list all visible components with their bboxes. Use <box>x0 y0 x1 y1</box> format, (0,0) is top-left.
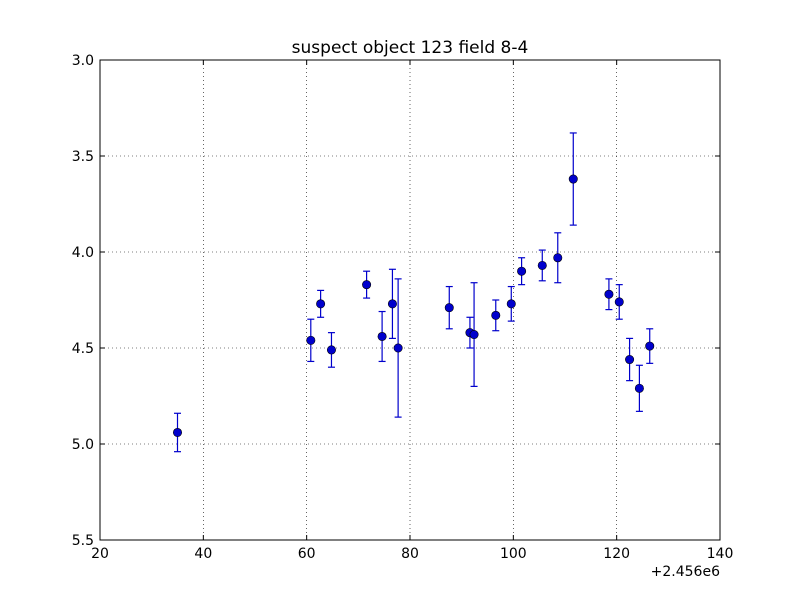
x-tick-label: 80 <box>401 546 419 562</box>
data-point <box>625 337 635 382</box>
data-marker <box>553 253 563 263</box>
data-point <box>393 278 403 418</box>
data-marker <box>316 299 326 309</box>
data-point <box>614 284 624 320</box>
data-point <box>517 257 527 286</box>
data-point <box>506 285 516 322</box>
data-marker <box>634 383 644 393</box>
data-point <box>491 299 501 332</box>
x-tick-labels: 20 40 60 80 100 120 140 <box>91 546 733 562</box>
data-point <box>645 328 655 364</box>
x-tick-label: 120 <box>603 546 630 562</box>
data-marker <box>604 289 614 299</box>
y-tick-label: 4.5 <box>72 341 94 357</box>
data-point <box>537 249 547 282</box>
data-point <box>553 232 563 284</box>
data-marker <box>491 310 501 320</box>
data-marker <box>393 343 403 353</box>
data-point <box>316 289 326 318</box>
data-point <box>469 282 479 387</box>
data-point <box>306 318 316 363</box>
x-tick-label: 40 <box>194 546 212 562</box>
chart-title: suspect object 123 field 8-4 <box>292 38 529 58</box>
data-marker <box>517 266 527 276</box>
data-marker <box>568 174 578 184</box>
y-tick-label: 5.0 <box>72 437 94 453</box>
data-marker <box>387 299 397 309</box>
x-tick-label: 20 <box>91 546 109 562</box>
data-marker <box>306 335 316 345</box>
data-point <box>362 270 372 299</box>
y-tick-label: 4.0 <box>72 245 94 261</box>
data-marker <box>362 280 372 290</box>
data-marker <box>326 345 336 355</box>
data-point <box>604 278 614 311</box>
y-tick-labels: 3.0 3.5 4.0 4.5 5.0 5.5 <box>72 53 94 549</box>
data-marker <box>645 341 655 351</box>
x-tick-label: 100 <box>500 546 527 562</box>
y-tick-label: 3.5 <box>72 149 94 165</box>
data-marker <box>444 303 454 313</box>
data-point <box>173 412 183 453</box>
data-marker <box>506 299 516 309</box>
x-axis-offset-label: +2.456e6 <box>651 564 720 580</box>
data-point <box>326 332 336 368</box>
plot-frame <box>99 59 721 541</box>
y-tick-label: 3.0 <box>72 53 94 69</box>
data-marker <box>614 297 624 307</box>
data-marker <box>173 427 183 437</box>
data-marker <box>377 331 387 341</box>
data-point <box>377 310 387 363</box>
data-marker <box>469 330 479 340</box>
data-marker <box>625 355 635 365</box>
data-point <box>444 285 454 330</box>
data-point <box>634 364 644 412</box>
data-marker <box>537 260 547 270</box>
data-point <box>387 268 397 339</box>
x-tick-label: 140 <box>707 546 734 562</box>
x-tick-label: 60 <box>298 546 316 562</box>
data-point <box>568 132 578 226</box>
grid-layer <box>100 60 720 540</box>
data-layer <box>173 132 655 453</box>
y-tick-label: 5.5 <box>72 533 94 549</box>
